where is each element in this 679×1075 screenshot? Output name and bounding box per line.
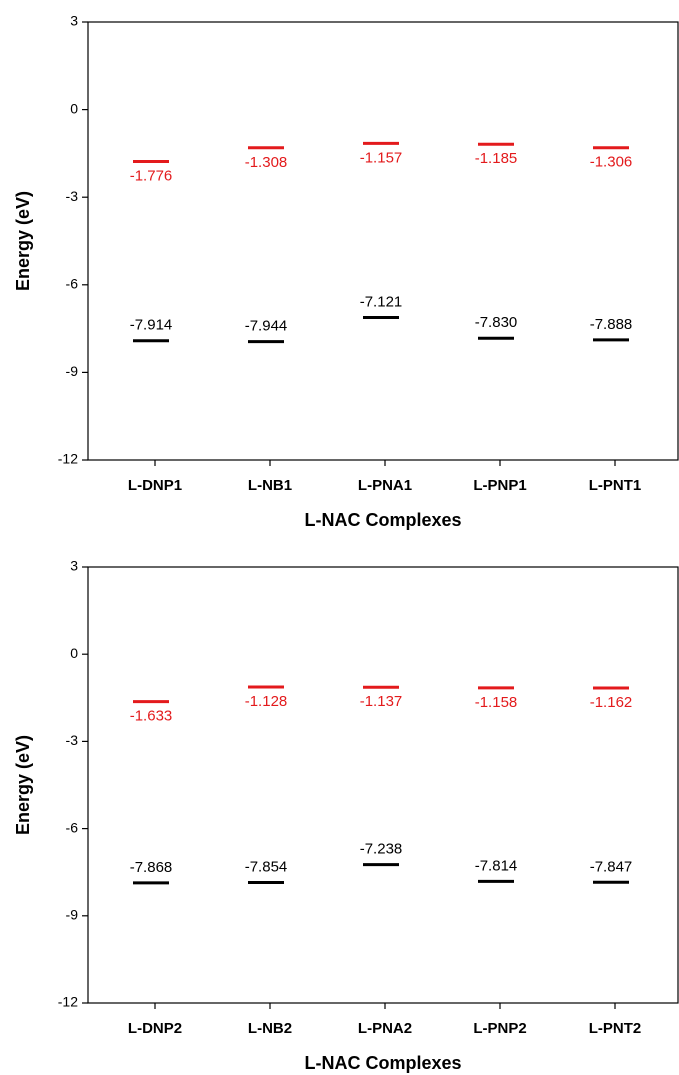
value-label: -7.854 bbox=[245, 858, 288, 875]
y-tick-label: 3 bbox=[70, 13, 78, 29]
value-label: -1.185 bbox=[475, 150, 518, 167]
value-label: -1.158 bbox=[475, 694, 518, 711]
y-axis-title: Energy (eV) bbox=[13, 735, 33, 835]
x-tick-label: L-PNT1 bbox=[589, 477, 642, 494]
y-tick-label: -12 bbox=[58, 994, 78, 1010]
plot-frame bbox=[88, 22, 678, 460]
value-label: -1.308 bbox=[245, 154, 288, 171]
plot-frame bbox=[88, 567, 678, 1003]
value-label: -1.306 bbox=[590, 154, 633, 171]
value-label: -7.914 bbox=[130, 317, 173, 334]
value-label: -1.633 bbox=[130, 708, 173, 725]
value-label: -7.814 bbox=[475, 857, 518, 874]
page: -12 -9 -6 -3 0 3 Energy (eV) L-NAC Complexes L-D… bbox=[0, 0, 679, 1075]
x-tick-label: L-PNP1 bbox=[473, 477, 526, 494]
y-tick-label: -3 bbox=[66, 188, 79, 204]
x-tick-label: L-DNP1 bbox=[128, 477, 182, 494]
value-label: -7.121 bbox=[360, 294, 403, 311]
figure: -12 -9 -6 -3 0 3 Energy (eV) L-NAC Complexes L-D… bbox=[0, 0, 679, 1075]
y-tick-label: 3 bbox=[70, 558, 78, 574]
value-label: -1.776 bbox=[130, 167, 173, 184]
y-tick-label: 0 bbox=[70, 645, 78, 661]
x-tick-label: L-PNA2 bbox=[358, 1020, 412, 1037]
value-label: -1.162 bbox=[590, 694, 633, 711]
value-label: -7.868 bbox=[130, 859, 173, 876]
value-label: -7.238 bbox=[360, 841, 403, 858]
y-tick-label: -6 bbox=[66, 276, 79, 292]
x-tick-label: L-NB1 bbox=[248, 477, 292, 494]
y-tick-label: -3 bbox=[66, 732, 79, 748]
x-tick-label: L-PNA1 bbox=[358, 477, 412, 494]
x-tick-label: L-PNT2 bbox=[589, 1020, 642, 1037]
y-tick-label: -12 bbox=[58, 451, 78, 467]
x-axis-title: L-NAC Complexes bbox=[304, 510, 461, 530]
y-axis-title: Energy (eV) bbox=[13, 191, 33, 291]
value-label: -7.944 bbox=[245, 318, 288, 335]
value-label: -7.888 bbox=[590, 316, 633, 333]
value-label: -7.830 bbox=[475, 314, 518, 331]
y-tick-label: -9 bbox=[66, 907, 79, 923]
x-tick-label: L-PNP2 bbox=[473, 1020, 526, 1037]
y-tick-label: -9 bbox=[66, 363, 79, 379]
x-tick-label: L-NB2 bbox=[248, 1020, 292, 1037]
x-axis-title: L-NAC Complexes bbox=[304, 1053, 461, 1073]
y-tick-label: -6 bbox=[66, 819, 79, 835]
value-label: -1.157 bbox=[360, 149, 403, 166]
value-label: -1.128 bbox=[245, 693, 288, 710]
value-label: -1.137 bbox=[360, 693, 403, 710]
x-tick-label: L-DNP2 bbox=[128, 1020, 182, 1037]
value-label: -7.847 bbox=[590, 858, 633, 875]
y-tick-label: 0 bbox=[70, 100, 78, 116]
